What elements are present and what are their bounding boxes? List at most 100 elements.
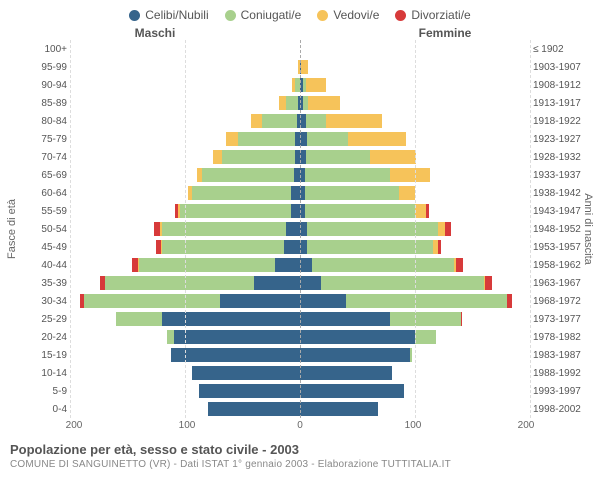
seg-coniugati bbox=[262, 114, 297, 128]
birth-label: 1958-1962 bbox=[530, 256, 580, 274]
male-bar bbox=[70, 240, 300, 254]
birth-label: 1988-1992 bbox=[530, 364, 580, 382]
seg-vedovi bbox=[415, 204, 427, 218]
male-bar bbox=[70, 204, 300, 218]
seg-coniugati bbox=[202, 168, 294, 182]
seg-coniugati bbox=[307, 222, 438, 236]
age-label: 60-64 bbox=[20, 184, 70, 202]
legend: Celibi/Nubili Coniugati/e Vedovi/e Divorzia… bbox=[0, 0, 600, 26]
age-axis: 100+95-9990-9485-8980-8475-7970-7465-696… bbox=[20, 40, 70, 418]
birth-label: 1978-1982 bbox=[530, 328, 580, 346]
seg-vedovi bbox=[390, 168, 430, 182]
x-tick: 100 bbox=[405, 420, 422, 431]
age-label: 100+ bbox=[20, 40, 70, 58]
seg-celibi bbox=[291, 204, 300, 218]
seg-vedovi bbox=[438, 222, 445, 236]
birth-axis: ≤ 19021903-19071908-19121913-19171918-19… bbox=[530, 40, 580, 418]
x-tick: 0 bbox=[297, 420, 303, 431]
seg-celibi bbox=[300, 366, 392, 380]
age-label: 0-4 bbox=[20, 400, 70, 418]
seg-divorziati bbox=[461, 312, 462, 326]
seg-celibi bbox=[300, 402, 378, 416]
footer: Popolazione per età, sesso e stato civil… bbox=[0, 436, 600, 470]
female-bar bbox=[300, 330, 530, 344]
age-label: 90-94 bbox=[20, 76, 70, 94]
age-label: 75-79 bbox=[20, 130, 70, 148]
birth-label: 1908-1912 bbox=[530, 76, 580, 94]
female-bar bbox=[300, 204, 530, 218]
age-label: 85-89 bbox=[20, 94, 70, 112]
legend-label: Vedovi/e bbox=[333, 8, 379, 22]
x-tick: 200 bbox=[518, 420, 535, 431]
legend-item: Celibi/Nubili bbox=[129, 8, 208, 22]
birth-label: 1968-1972 bbox=[530, 292, 580, 310]
seg-coniugati bbox=[84, 294, 220, 308]
legend-swatch bbox=[129, 10, 140, 21]
seg-vedovi bbox=[348, 132, 406, 146]
male-bar bbox=[70, 42, 300, 56]
seg-coniugati bbox=[167, 330, 174, 344]
legend-label: Coniugati/e bbox=[241, 8, 302, 22]
male-bar bbox=[70, 312, 300, 326]
male-bar bbox=[70, 366, 300, 380]
female-bar bbox=[300, 258, 530, 272]
header-female: Femmine bbox=[300, 26, 530, 40]
seg-coniugati bbox=[238, 132, 296, 146]
plot-area bbox=[70, 40, 530, 418]
seg-celibi bbox=[192, 366, 300, 380]
age-label: 10-14 bbox=[20, 364, 70, 382]
female-bar bbox=[300, 114, 530, 128]
chart-title: Popolazione per età, sesso e stato civil… bbox=[10, 442, 590, 457]
male-bar bbox=[70, 258, 300, 272]
age-label: 25-29 bbox=[20, 310, 70, 328]
seg-coniugati bbox=[222, 150, 296, 164]
seg-vedovi bbox=[370, 150, 416, 164]
side-headers: Maschi Femmine bbox=[0, 26, 600, 40]
birth-label: 1913-1917 bbox=[530, 94, 580, 112]
male-bar bbox=[70, 60, 300, 74]
male-bar bbox=[70, 348, 300, 362]
seg-coniugati bbox=[415, 330, 436, 344]
age-label: 20-24 bbox=[20, 328, 70, 346]
male-bar bbox=[70, 78, 300, 92]
male-bar bbox=[70, 402, 300, 416]
female-bar bbox=[300, 60, 530, 74]
female-bar bbox=[300, 348, 530, 362]
seg-celibi bbox=[300, 348, 410, 362]
legend-item: Coniugati/e bbox=[225, 8, 302, 22]
seg-coniugati bbox=[390, 312, 461, 326]
male-bar bbox=[70, 276, 300, 290]
seg-coniugati bbox=[312, 258, 455, 272]
birth-label: 1993-1997 bbox=[530, 382, 580, 400]
male-bar bbox=[70, 330, 300, 344]
male-bar bbox=[70, 294, 300, 308]
age-label: 50-54 bbox=[20, 220, 70, 238]
female-bar bbox=[300, 240, 530, 254]
female-bar bbox=[300, 222, 530, 236]
seg-vedovi bbox=[308, 96, 340, 110]
seg-celibi bbox=[300, 258, 312, 272]
seg-celibi bbox=[208, 402, 300, 416]
birth-label: 1918-1922 bbox=[530, 112, 580, 130]
legend-label: Divorziati/e bbox=[411, 8, 470, 22]
female-bar bbox=[300, 168, 530, 182]
age-label: 95-99 bbox=[20, 58, 70, 76]
seg-vedovi bbox=[306, 78, 327, 92]
age-label: 5-9 bbox=[20, 382, 70, 400]
seg-vedovi bbox=[326, 114, 381, 128]
female-bar bbox=[300, 384, 530, 398]
seg-celibi bbox=[171, 348, 300, 362]
male-bar bbox=[70, 222, 300, 236]
seg-celibi bbox=[300, 384, 404, 398]
female-bar bbox=[300, 276, 530, 290]
seg-coniugati bbox=[306, 150, 370, 164]
age-label: 80-84 bbox=[20, 112, 70, 130]
seg-coniugati bbox=[307, 240, 434, 254]
centerline bbox=[300, 40, 301, 418]
seg-coniugati bbox=[180, 204, 290, 218]
header-male: Maschi bbox=[70, 26, 300, 40]
seg-coniugati bbox=[162, 240, 284, 254]
age-label: 45-49 bbox=[20, 238, 70, 256]
male-bar bbox=[70, 168, 300, 182]
birth-label: ≤ 1902 bbox=[530, 40, 580, 58]
